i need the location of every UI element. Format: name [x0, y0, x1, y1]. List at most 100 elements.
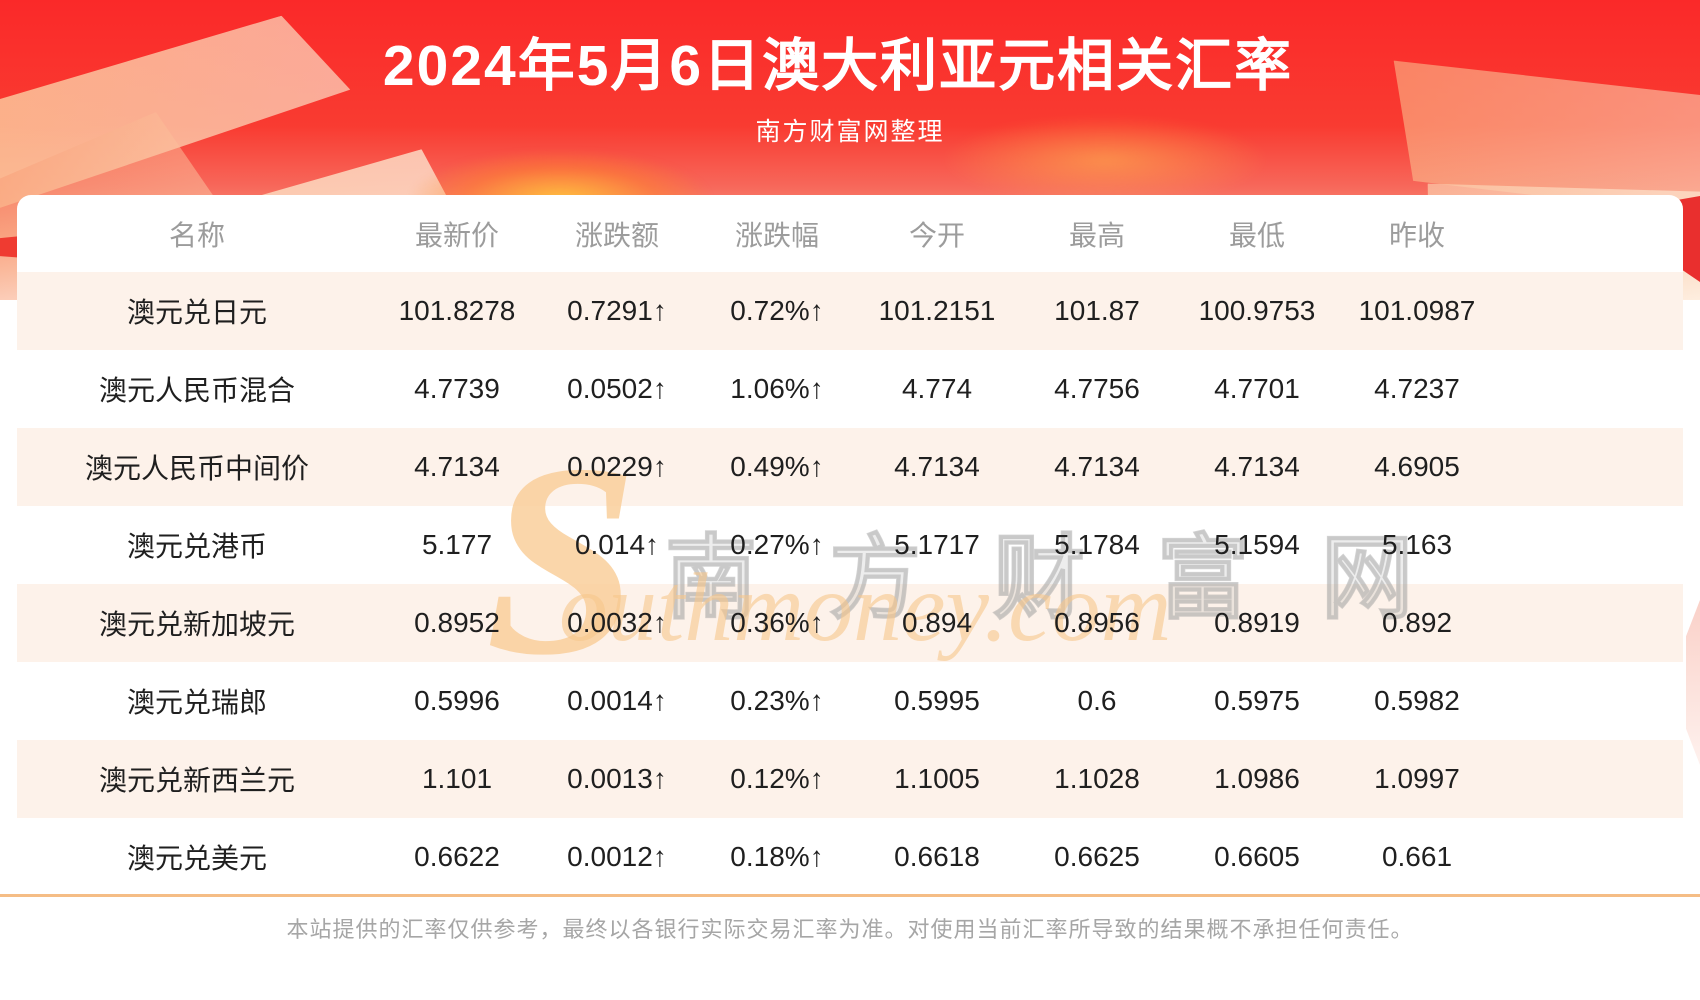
high-price: 0.6 — [1077, 685, 1117, 716]
spacer-cell — [1497, 350, 1683, 428]
change-amount: 0.0502↑ — [567, 373, 667, 404]
pair-name: 澳元兑港币 — [126, 531, 267, 562]
table-row: 澳元兑新加坡元 0.8952 0.0032↑ 0.36%↑ 0.894 0.89… — [17, 584, 1683, 662]
latest-price: 4.7739 — [414, 373, 500, 404]
spacer-cell — [1497, 272, 1683, 350]
change-amount: 0.0229↑ — [567, 451, 667, 482]
pair-name: 澳元人民币混合 — [98, 375, 295, 406]
spacer-cell — [1497, 740, 1683, 818]
prev-close-price: 5.163 — [1381, 529, 1453, 560]
gold-glow-right-icon — [940, 115, 1270, 205]
change-amount: 0.0032↑ — [567, 607, 667, 638]
col-header-name: 名称 — [168, 219, 225, 251]
table-row: 澳元兑美元 0.6622 0.0012↑ 0.18%↑ 0.6618 0.662… — [17, 818, 1683, 896]
table-row: 澳元人民币混合 4.7739 0.0502↑ 1.06%↑ 4.774 4.77… — [17, 350, 1683, 428]
high-price: 1.1028 — [1054, 763, 1140, 794]
change-percent: 0.18%↑ — [730, 841, 824, 872]
high-price: 0.8956 — [1054, 607, 1140, 638]
page-subtitle: 南方财富网整理 — [755, 118, 945, 146]
table-row: 澳元兑新西兰元 1.101 0.0013↑ 0.12%↑ 1.1005 1.10… — [17, 740, 1683, 818]
change-amount: 0.0014↑ — [567, 685, 667, 716]
open-price: 5.1717 — [894, 529, 980, 560]
pink-ribbon-right-icon — [1686, 600, 1700, 765]
row-stripe — [17, 428, 1683, 506]
low-price: 4.7701 — [1214, 373, 1300, 404]
page-title: 2024年5月6日澳大利亚元相关汇率 — [382, 34, 1294, 98]
prev-close-price: 1.0997 — [1374, 763, 1460, 794]
prev-close-price: 0.661 — [1381, 841, 1453, 872]
latest-price: 4.7134 — [414, 451, 500, 482]
pair-name: 澳元兑瑞郎 — [126, 687, 267, 718]
open-price: 0.6618 — [894, 841, 980, 872]
change-percent: 0.27%↑ — [730, 529, 824, 560]
change-amount: 0.0013↑ — [567, 763, 667, 794]
pair-name: 澳元兑美元 — [126, 843, 267, 874]
change-percent: 0.36%↑ — [730, 607, 824, 638]
prev-close-price: 0.892 — [1381, 607, 1453, 638]
latest-price: 0.6622 — [414, 841, 500, 872]
col-header-open: 今开 — [908, 219, 965, 251]
row-stripe — [17, 740, 1683, 818]
disclaimer-text: 本站提供的汇率仅供参考，最终以各银行实际交易汇率为准。对使用当前汇率所导致的结果… — [286, 917, 1414, 942]
pair-name: 澳元兑新西兰元 — [98, 765, 295, 796]
row-stripe — [17, 272, 1683, 350]
latest-price: 5.177 — [421, 529, 493, 560]
col-header-change: 涨跌额 — [574, 219, 659, 251]
latest-price: 0.5996 — [414, 685, 500, 716]
high-price: 101.87 — [1054, 295, 1140, 326]
footer-divider — [0, 894, 1700, 897]
change-percent: 1.06%↑ — [730, 373, 824, 404]
latest-price: 0.8952 — [414, 607, 500, 638]
high-price: 0.6625 — [1054, 841, 1140, 872]
col-header-high: 最高 — [1068, 219, 1125, 251]
col-header-spacer — [1497, 195, 1683, 272]
col-header-change-pct: 涨跌幅 — [734, 219, 819, 251]
latest-price: 1.101 — [421, 763, 493, 794]
latest-price: 101.8278 — [398, 295, 516, 326]
change-amount: 0.0012↑ — [567, 841, 667, 872]
table-row: 澳元兑日元 101.8278 0.7291↑ 0.72%↑ 101.2151 1… — [17, 272, 1683, 350]
change-percent: 0.12%↑ — [730, 763, 824, 794]
col-header-latest: 最新价 — [414, 219, 499, 251]
open-price: 101.2151 — [878, 295, 996, 326]
prev-close-price: 0.5982 — [1374, 685, 1460, 716]
low-price: 4.7134 — [1214, 451, 1300, 482]
col-header-prev-close: 昨收 — [1388, 219, 1445, 251]
change-percent: 0.49%↑ — [730, 451, 824, 482]
low-price: 1.0986 — [1214, 763, 1300, 794]
high-price: 5.1784 — [1054, 529, 1140, 560]
low-price: 100.9753 — [1198, 295, 1316, 326]
spacer-cell — [1497, 428, 1683, 506]
change-amount: 0.7291↑ — [567, 295, 667, 326]
spacer-cell — [1497, 662, 1683, 740]
change-percent: 0.23%↑ — [730, 685, 824, 716]
table-header-row: 名称 最新价 涨跌额 涨跌幅 今开 最高 最低 昨收 — [17, 195, 1683, 272]
prev-close-price: 4.7237 — [1374, 373, 1460, 404]
rates-card: S 南方财富网 outhmoney.com 名称 最新价 涨跌额 涨跌幅 今开 … — [17, 195, 1683, 896]
high-price: 4.7756 — [1054, 373, 1140, 404]
pair-name: 澳元兑日元 — [126, 297, 267, 328]
open-price: 4.7134 — [894, 451, 980, 482]
table-row: 澳元兑港币 5.177 0.014↑ 0.27%↑ 5.1717 5.1784 … — [17, 506, 1683, 584]
low-price: 0.8919 — [1214, 607, 1300, 638]
pair-name: 澳元人民币中间价 — [84, 453, 309, 484]
change-percent: 0.72%↑ — [730, 295, 824, 326]
spacer-cell — [1497, 506, 1683, 584]
prev-close-price: 4.6905 — [1374, 451, 1460, 482]
low-price: 0.5975 — [1214, 685, 1300, 716]
pair-name: 澳元兑新加坡元 — [98, 609, 295, 640]
table-row: 澳元兑瑞郎 0.5996 0.0014↑ 0.23%↑ 0.5995 0.6 0… — [17, 662, 1683, 740]
spacer-cell — [1497, 818, 1683, 896]
col-header-low: 最低 — [1228, 219, 1285, 251]
table-row: 澳元人民币中间价 4.7134 0.0229↑ 0.49%↑ 4.7134 4.… — [17, 428, 1683, 506]
high-price: 4.7134 — [1054, 451, 1140, 482]
rates-table: 名称 最新价 涨跌额 涨跌幅 今开 最高 最低 昨收 澳元兑日元 101.827… — [17, 195, 1683, 896]
prev-close-price: 101.0987 — [1358, 295, 1476, 326]
open-price: 0.894 — [901, 607, 973, 638]
low-price: 5.1594 — [1214, 529, 1300, 560]
change-amount: 0.014↑ — [574, 529, 660, 560]
spacer-cell — [1497, 584, 1683, 662]
open-price: 0.5995 — [894, 685, 980, 716]
low-price: 0.6605 — [1214, 841, 1300, 872]
